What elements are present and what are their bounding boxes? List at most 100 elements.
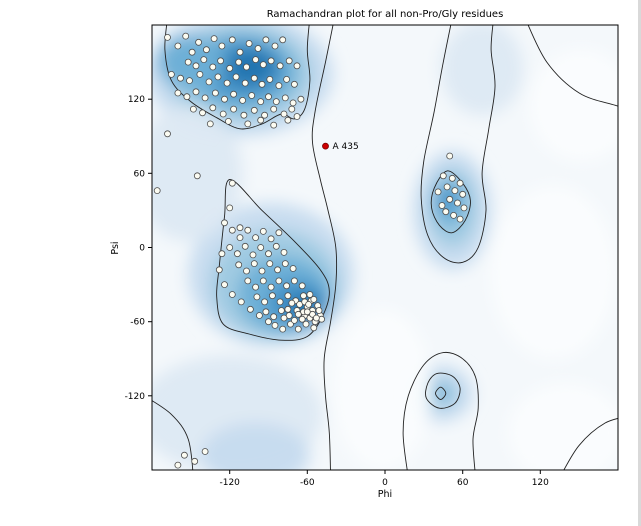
residue-point	[180, 451, 188, 459]
residue-point	[297, 95, 305, 103]
residue-point	[200, 56, 208, 63]
residue-point	[228, 291, 236, 298]
residue-point	[293, 113, 301, 120]
residue-point	[218, 42, 226, 50]
residue-point	[265, 93, 272, 101]
residue-point	[442, 208, 450, 216]
residue-point	[275, 229, 283, 237]
residue-point	[305, 300, 313, 308]
residue-point	[258, 267, 266, 275]
residue-point	[235, 58, 243, 66]
residue-point	[174, 89, 182, 97]
residue-point	[244, 120, 252, 128]
contour-line-beta-inner	[164, 25, 311, 130]
residue-point	[192, 88, 200, 96]
residue-point	[236, 234, 244, 242]
residue-point	[236, 224, 244, 232]
residue-point	[252, 234, 260, 242]
residue-point	[224, 118, 232, 125]
residue-point	[177, 74, 184, 82]
residue-point	[262, 36, 270, 44]
residue-point	[209, 104, 217, 112]
residue-point	[275, 277, 283, 285]
residue-point	[218, 250, 226, 258]
residue-point	[279, 325, 287, 333]
residue-point	[289, 265, 297, 272]
residue-point	[302, 320, 310, 328]
residue-point	[174, 42, 182, 50]
residue-point	[230, 105, 238, 113]
contour-line-outer-left	[311, 25, 338, 470]
residue-point	[262, 308, 270, 316]
residue-point	[215, 266, 223, 274]
residue-point	[261, 298, 269, 306]
residue-point	[230, 90, 238, 98]
residue-point	[253, 293, 261, 301]
residue-point	[258, 80, 266, 88]
highlighted-residue-layer: A 435	[322, 142, 359, 152]
residue-point	[199, 109, 206, 117]
residue-point	[261, 111, 269, 119]
residue-point	[443, 183, 451, 191]
x-tick-label: -60	[300, 478, 315, 488]
density-blob	[333, 309, 432, 470]
residue-point	[252, 283, 260, 291]
residue-point	[240, 111, 248, 119]
residue-point	[184, 58, 192, 66]
residue-point	[285, 57, 293, 65]
residue-point	[188, 48, 196, 56]
residue-point	[448, 174, 456, 182]
residue-point	[454, 199, 461, 207]
residue-point	[288, 105, 296, 113]
residue-point	[255, 312, 263, 319]
highlighted-residue-point	[322, 142, 329, 150]
residue-point	[283, 76, 291, 83]
contour-line-bottom-right-arc	[563, 417, 618, 470]
residue-point	[228, 36, 236, 44]
residue-point	[182, 32, 190, 40]
residue-point	[235, 261, 243, 269]
residue-point	[450, 211, 458, 219]
density-blob	[440, 25, 524, 116]
residue-point	[243, 63, 250, 71]
residue-point	[284, 116, 292, 124]
y-tick-label: 60	[134, 169, 146, 179]
residue-point	[246, 305, 254, 313]
residue-point	[164, 34, 171, 41]
residue-point	[153, 187, 161, 195]
residue-point	[221, 281, 228, 289]
residue-point	[259, 227, 267, 235]
residue-point	[267, 235, 275, 243]
residue-point	[288, 299, 296, 307]
residue-point	[266, 76, 274, 83]
residue-point	[272, 242, 280, 250]
residue-point	[279, 36, 287, 44]
residue-point	[244, 226, 252, 234]
residue-point	[289, 99, 297, 107]
residue-point	[312, 314, 320, 322]
residue-point	[249, 251, 257, 259]
residue-point	[259, 61, 267, 68]
residue-point	[191, 457, 199, 465]
residue-point	[272, 98, 280, 105]
residue-point	[280, 314, 288, 322]
residue-point	[284, 292, 292, 300]
residue-point	[281, 94, 289, 102]
residue-point	[276, 62, 284, 70]
residue-point	[438, 202, 446, 209]
residue-point	[446, 195, 454, 203]
residue-point	[201, 448, 209, 455]
residue-point	[243, 267, 250, 275]
residue-point	[252, 56, 260, 63]
residue-point	[456, 215, 464, 223]
residue-point	[164, 130, 171, 138]
residue-point	[456, 179, 464, 187]
window-edge	[638, 0, 641, 526]
residue-point	[284, 305, 292, 313]
residue-point	[245, 40, 253, 47]
residue-point	[248, 92, 256, 99]
contour-line-left-handed-inner	[430, 170, 471, 234]
residue-point	[267, 57, 275, 65]
residue-point	[294, 310, 302, 318]
